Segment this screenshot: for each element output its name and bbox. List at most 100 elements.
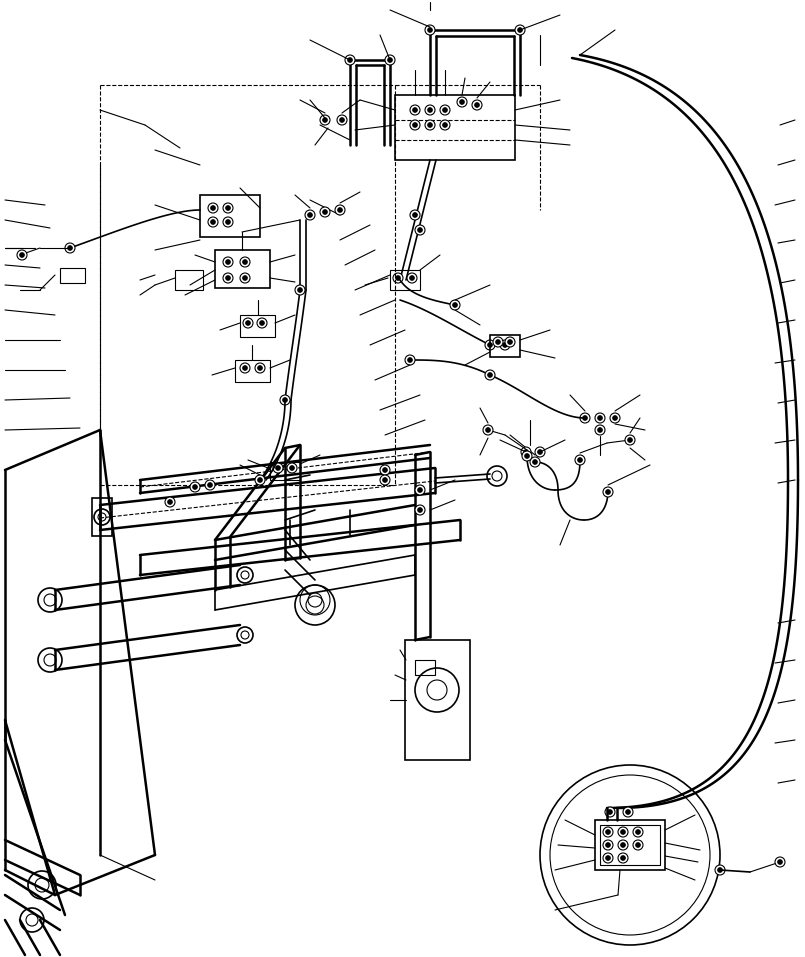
Circle shape [287,463,297,473]
Circle shape [628,437,632,442]
Circle shape [625,810,630,814]
Circle shape [240,257,250,267]
Circle shape [496,340,500,345]
Circle shape [580,413,590,423]
Circle shape [345,55,355,65]
Circle shape [410,276,415,280]
Circle shape [483,425,493,435]
Circle shape [323,210,328,214]
Circle shape [385,55,395,65]
Circle shape [223,273,233,283]
Circle shape [388,57,392,62]
Circle shape [258,478,262,482]
Circle shape [508,340,512,345]
Circle shape [243,259,247,264]
Circle shape [524,450,528,455]
Circle shape [518,28,522,33]
Circle shape [280,395,290,405]
Circle shape [500,340,510,350]
Circle shape [405,355,415,365]
Circle shape [538,450,543,455]
Circle shape [190,482,200,492]
Bar [595,820,665,870]
Circle shape [258,366,262,370]
Circle shape [225,259,230,264]
Circle shape [192,485,197,489]
Circle shape [208,217,218,227]
Circle shape [493,337,503,347]
Circle shape [608,810,613,814]
Circle shape [488,372,492,377]
Circle shape [598,428,602,433]
Circle shape [415,505,425,515]
Circle shape [257,318,267,328]
Circle shape [205,480,215,490]
Bar [600,825,660,865]
Circle shape [636,843,640,847]
Circle shape [396,276,400,280]
Circle shape [290,466,295,470]
Bar [200,195,260,237]
Circle shape [243,366,247,370]
Circle shape [413,108,417,112]
Circle shape [625,435,635,445]
Circle shape [535,447,545,457]
Circle shape [415,225,425,235]
Circle shape [578,457,582,462]
Bar [415,660,435,675]
Circle shape [20,253,24,257]
Circle shape [485,370,495,380]
Circle shape [337,115,347,125]
Circle shape [273,463,283,473]
Circle shape [533,459,537,464]
Circle shape [320,207,330,217]
Circle shape [305,210,315,220]
Bar [175,270,203,290]
Circle shape [613,415,617,420]
Circle shape [633,827,643,837]
Circle shape [618,827,628,837]
Circle shape [427,122,432,127]
Circle shape [225,220,230,224]
Circle shape [211,206,215,211]
Circle shape [485,340,495,350]
Circle shape [211,220,215,224]
Circle shape [65,243,75,253]
Circle shape [246,321,250,325]
Circle shape [603,487,613,497]
Circle shape [472,100,482,110]
Circle shape [380,475,390,485]
Circle shape [475,102,479,107]
Circle shape [530,457,540,467]
Circle shape [283,398,287,402]
Circle shape [427,108,432,112]
Circle shape [460,100,464,104]
Circle shape [715,865,725,875]
Circle shape [425,25,435,35]
Circle shape [603,853,613,863]
Circle shape [165,497,175,507]
Circle shape [413,212,417,217]
Circle shape [223,203,233,213]
Circle shape [605,830,610,835]
Circle shape [415,485,425,495]
Circle shape [605,807,615,817]
Circle shape [255,363,265,373]
Bar [235,360,270,382]
Circle shape [775,857,785,867]
Circle shape [323,118,328,122]
Circle shape [338,208,342,212]
Circle shape [425,120,435,130]
Circle shape [418,508,423,512]
Circle shape [621,856,625,860]
Circle shape [418,228,423,233]
Circle shape [380,465,390,475]
Circle shape [595,413,605,423]
Circle shape [603,840,613,850]
Circle shape [382,468,387,472]
Circle shape [575,455,585,465]
Circle shape [243,276,247,280]
Circle shape [298,288,302,292]
Circle shape [410,105,420,115]
Circle shape [605,856,610,860]
